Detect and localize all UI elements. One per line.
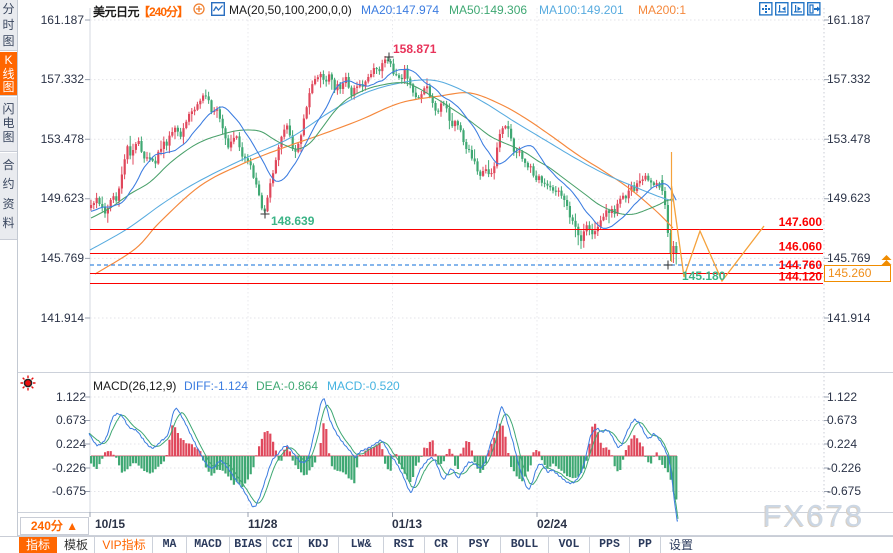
svg-text:145.180: 145.180 [682,269,726,283]
svg-text:147.600: 147.600 [779,215,823,229]
svg-text:148.639: 148.639 [271,214,315,228]
svg-text:144.120: 144.120 [779,270,823,284]
svg-text:144.760: 144.760 [779,258,823,272]
svg-text:158.871: 158.871 [393,42,437,56]
svg-text:146.060: 146.060 [779,240,823,254]
